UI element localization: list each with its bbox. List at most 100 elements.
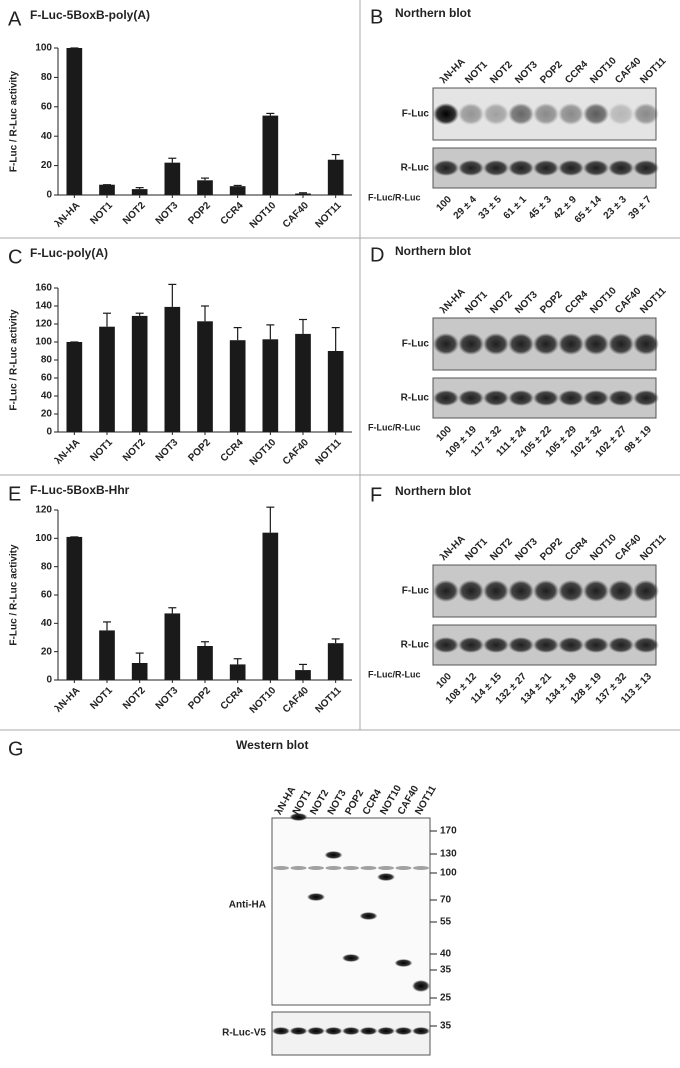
row-label: R-Luc-V5 (222, 1028, 266, 1039)
ratio-label: F-Luc/R-Luc (368, 192, 421, 202)
blot-band (413, 866, 429, 870)
y-axis-label: F-Luc / R-Luc activity (9, 71, 20, 173)
blot-band (508, 333, 534, 355)
blot-band (359, 1027, 378, 1035)
y-tick-label: 20 (41, 646, 53, 657)
blot-band (433, 333, 459, 355)
bar (164, 613, 181, 680)
blot-band (583, 637, 609, 653)
blot-band (583, 160, 609, 176)
blot-band (272, 1027, 290, 1035)
blot-band (412, 1027, 430, 1035)
marker-label: 35 (440, 1021, 452, 1032)
row-label: R-Luc (401, 163, 430, 174)
y-tick-label: 40 (41, 131, 53, 142)
blot-band (324, 851, 343, 859)
y-tick-label: 0 (46, 427, 52, 438)
blot-band (483, 390, 509, 406)
marker-label: 40 (440, 949, 452, 960)
blot-band (343, 866, 359, 870)
blot-band (324, 1027, 343, 1035)
blot-band (508, 580, 534, 602)
y-tick-label: 0 (46, 190, 52, 201)
blot-band (433, 103, 459, 125)
marker-label: 25 (440, 993, 452, 1004)
row-label: Anti-HA (229, 900, 266, 911)
panel-letter: B (370, 6, 383, 28)
blot-band (378, 866, 394, 870)
bar (327, 351, 344, 432)
bar (229, 340, 246, 432)
panel-letter: C (8, 246, 22, 268)
blot-band (289, 1027, 308, 1035)
blot-band (458, 580, 484, 602)
blot-band (633, 637, 659, 653)
bar (262, 115, 279, 195)
blot-band (558, 103, 584, 125)
marker-label: 70 (440, 895, 452, 906)
y-tick-label: 80 (41, 355, 53, 366)
bar (66, 536, 83, 680)
blot-band (342, 1027, 360, 1035)
blot-title: Northern blot (395, 244, 471, 258)
blot-band (289, 813, 308, 821)
blot-band (308, 866, 324, 870)
y-tick-label: 140 (35, 301, 52, 312)
blot-band (608, 103, 634, 125)
blot-band (394, 1027, 413, 1035)
bar (295, 333, 311, 432)
bar (99, 184, 115, 195)
bar (131, 189, 148, 195)
y-tick-label: 0 (46, 675, 52, 686)
y-axis-label: F-Luc / R-Luc activity (9, 309, 20, 411)
bar (327, 643, 344, 680)
blot-band (633, 390, 659, 406)
chart-title: F-Luc-poly(A) (30, 246, 108, 260)
bar (295, 670, 311, 680)
y-tick-label: 100 (35, 43, 52, 54)
y-tick-label: 20 (41, 160, 53, 171)
bar (131, 315, 148, 432)
blot-band (359, 912, 378, 920)
blot-band (458, 103, 484, 125)
ratio-label: F-Luc/R-Luc (368, 669, 421, 679)
y-tick-label: 60 (41, 373, 53, 384)
y-tick-label: 80 (41, 561, 53, 572)
blot-band (412, 980, 430, 992)
blot-band (508, 160, 534, 176)
bar (197, 646, 213, 680)
y-tick-label: 20 (41, 409, 53, 420)
blot-band (394, 959, 413, 967)
blot-band (325, 866, 342, 870)
blot-band (608, 637, 634, 653)
marker-label: 130 (440, 849, 457, 860)
marker-label: 170 (440, 826, 457, 837)
row-label: F-Luc (402, 109, 430, 120)
bar (262, 532, 279, 680)
chart-title: F-Luc-5BoxB-Hhr (30, 483, 130, 497)
blot-band (395, 866, 412, 870)
bar (327, 159, 344, 195)
blot-band (508, 390, 534, 406)
blot-band (433, 160, 459, 176)
marker-label: 35 (440, 965, 452, 976)
blot-band (483, 103, 509, 125)
blot-band (608, 160, 634, 176)
marker-label: 100 (440, 868, 457, 879)
blot-band (377, 1027, 395, 1035)
y-tick-label: 120 (35, 319, 52, 330)
blot-band (508, 637, 534, 653)
bar (295, 193, 311, 195)
blot-band (433, 580, 459, 602)
blot-band (307, 893, 325, 901)
blot-band (558, 333, 584, 355)
blot-band (583, 390, 609, 406)
row-label: F-Luc (402, 339, 430, 350)
panel-letter: A (8, 8, 22, 30)
bar (229, 664, 246, 680)
y-tick-label: 100 (35, 533, 52, 544)
blot-band (458, 390, 484, 406)
blot-band (533, 160, 559, 176)
row-label: R-Luc (401, 393, 430, 404)
